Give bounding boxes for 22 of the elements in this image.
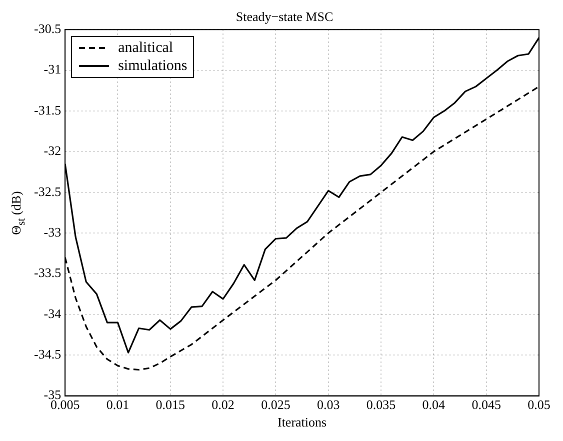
x-tick-label: 0.02 (212, 397, 234, 412)
x-tick-label: 0.015 (156, 397, 186, 412)
y-tick-label: -33.5 (34, 265, 62, 280)
legend-label: simulations (118, 56, 188, 75)
y-tick-label: -34.5 (34, 346, 62, 362)
x-tick-label: 0.025 (261, 397, 290, 412)
chart-title: Steady−state MSC (236, 9, 334, 24)
x-tick-label: 0.035 (366, 397, 396, 412)
y-tick-label: -32.5 (34, 184, 62, 199)
x-axis-title: Iterations (277, 414, 327, 430)
x-tick-label: 0.01 (106, 397, 130, 412)
x-tick-label: 0.03 (316, 397, 340, 412)
x-tick-label: 0.045 (472, 397, 501, 412)
y-tick-label: -34 (44, 306, 62, 321)
y-tick-label: -32 (44, 143, 62, 158)
x-tick-label: 0.04 (422, 397, 446, 412)
x-tick-label: 0.05 (528, 397, 550, 412)
y-tick-label: -33 (44, 224, 62, 240)
y-tick-label: -31.5 (34, 102, 62, 118)
legend-label: analitical (118, 38, 174, 57)
y-tick-label: -31 (44, 62, 62, 77)
y-tick-label: -30.5 (34, 21, 62, 36)
